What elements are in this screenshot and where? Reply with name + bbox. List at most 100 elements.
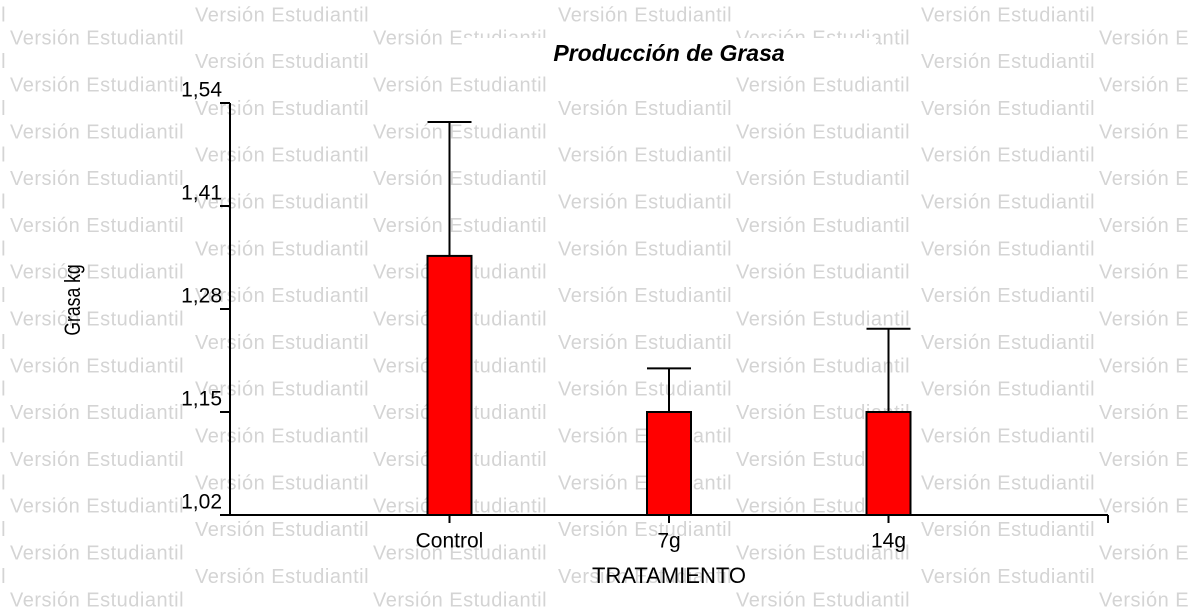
y-tick-label: 1,54 <box>181 79 222 102</box>
watermark-text: Versión Estudiantil <box>736 355 910 377</box>
chart-title: Producción de Grasa <box>553 40 785 66</box>
watermark-text: Versión Estudiantil <box>0 566 6 588</box>
watermark-text: Versión Estudiantil <box>921 285 1095 307</box>
watermark-text: Versión Estudiantil <box>195 519 369 541</box>
watermark-text: Versión Estudiantil <box>558 425 732 447</box>
watermark-text: Versión Estudiantil <box>921 379 1095 401</box>
watermark-text: Versión Estudiantil <box>1099 28 1189 50</box>
watermark-text: Versión Estudiantil <box>921 566 1095 588</box>
watermark-text: Versión Estudiantil <box>558 4 732 26</box>
watermark-text: Versión Estudiantil <box>736 542 910 564</box>
watermark-text: Versión Estudiantil <box>736 74 910 96</box>
watermark-text: Versión Estudiantil <box>1099 262 1189 284</box>
watermark-text: Versión Estudiantil <box>921 519 1095 541</box>
watermark-text: Versión Estudiantil <box>373 121 547 143</box>
y-tick-label: 1,02 <box>181 491 222 514</box>
watermark-text: Versión Estudiantil <box>1099 308 1189 330</box>
watermark-text: Versión Estudiantil <box>195 285 369 307</box>
watermark-text: Versión Estudiantil <box>195 98 369 120</box>
watermark-text: Versión Estudiantil <box>1099 496 1189 518</box>
watermark-text: Versión Estudiantil <box>10 262 184 284</box>
watermark-text: Versión Estudiantil <box>373 74 547 96</box>
watermark-text: Versión Estudiantil <box>736 589 910 607</box>
watermark-text: Versión Estudiantil <box>0 98 6 120</box>
watermark-text: Versión Estudiantil <box>373 168 547 190</box>
watermark-text: Versión Estudiantil <box>921 98 1095 120</box>
watermark-text: Versión Estudiantil <box>195 379 369 401</box>
watermark-text: Versión Estudiantil <box>558 238 732 260</box>
watermark-text: Versión Estudiantil <box>1099 402 1189 424</box>
y-axis-label: Grasa kg <box>61 264 85 335</box>
watermark-text: Versión Estudiantil <box>558 379 732 401</box>
watermark-text: Versión Estudiantil <box>558 519 732 541</box>
watermark-text: Versión Estudiantil <box>10 28 184 50</box>
bar <box>646 411 692 516</box>
watermark-text: Versión Estudiantil <box>1099 121 1189 143</box>
watermark-text: Versión Estudiantil <box>0 4 6 26</box>
watermark-text: Versión Estudiantil <box>1099 542 1189 564</box>
watermark-text: Versión Estudiantil <box>195 472 369 494</box>
bar <box>426 254 473 517</box>
watermark-text: Versión Estudiantil <box>195 238 369 260</box>
x-tick-label: Control <box>416 530 484 553</box>
x-axis-label: TRATAMIENTO <box>592 563 746 588</box>
title-background <box>462 38 876 72</box>
watermark-text: Versión Estudiantil <box>10 308 184 330</box>
watermark-text: Versión Estudiantil <box>195 4 369 26</box>
watermark-text: Versión Estudiantil <box>0 379 6 401</box>
watermark-text: Versión Estudiantil <box>1099 449 1189 471</box>
watermark-text: Versión Estudiantil <box>558 285 732 307</box>
bar <box>865 411 912 516</box>
watermark-text: Versión Estudiantil <box>373 589 547 607</box>
x-tick-label: 14g <box>871 530 906 553</box>
watermark-text: Versión Estudiantil <box>1099 589 1189 607</box>
watermark-text: Versión Estudiantil <box>558 191 732 213</box>
watermark-text: Versión Estudiantil <box>0 51 6 73</box>
watermark-text: Versión Estudiantil <box>736 215 910 237</box>
watermark-text: Versión Estudiantil <box>10 542 184 564</box>
watermark-text: Versión Estudiantil <box>1099 215 1189 237</box>
watermark-text: Versión Estudiantil <box>921 472 1095 494</box>
watermark-text: Versión Estudiantil <box>558 472 732 494</box>
watermark-text: Versión Estudiantil <box>558 98 732 120</box>
watermark-text: Versión Estudiantil <box>195 51 369 73</box>
watermark-text: Versión Estudiantil <box>921 145 1095 167</box>
watermark-text: Versión Estudiantil <box>736 121 910 143</box>
y-tick-label: 1,28 <box>181 285 222 308</box>
watermark-text: Versión Estudiantil <box>10 589 184 607</box>
x-tick-label: 7g <box>657 530 680 553</box>
watermark-text: Versión Estudiantil <box>195 566 369 588</box>
watermark-text: Versión Estudiantil <box>10 121 184 143</box>
watermark-text: Versión Estudiantil <box>195 145 369 167</box>
y-tick-label: 1,41 <box>181 182 222 205</box>
watermark-text: Versión Estudiantil <box>558 145 732 167</box>
watermark-text: Versión Estudiantil <box>0 332 6 354</box>
watermark-text: Versión Estudiantil <box>0 472 6 494</box>
watermark-text: Versión Estudiantil <box>1099 74 1189 96</box>
y-tick-label: 1,15 <box>181 388 222 411</box>
watermark-text: Versión Estudiantil <box>0 519 6 541</box>
watermark-text: Versión Estudiantil <box>921 4 1095 26</box>
watermark-text: Versión Estudiantil <box>195 332 369 354</box>
watermark-text: Versión Estudiantil <box>558 332 732 354</box>
watermark-text: Versión Estudiantil <box>921 425 1095 447</box>
watermark-text: Versión Estudiantil <box>736 168 910 190</box>
watermark-text: Versión Estudiantil <box>10 355 184 377</box>
watermark-text: Versión Estudiantil <box>736 308 910 330</box>
watermark-text: Versión Estudiantil <box>0 191 6 213</box>
watermark-text: Versión Estudiantil <box>10 74 184 96</box>
watermark-text: Versión Estudiantil <box>921 332 1095 354</box>
watermark-text: Versión Estudiantil <box>0 238 6 260</box>
watermark-text: Versión Estudiantil <box>373 542 547 564</box>
watermark-text: Versión Estudiantil <box>736 262 910 284</box>
watermark-text: Versión Estudiantil <box>10 449 184 471</box>
watermark-text: Versión Estudiantil <box>373 215 547 237</box>
watermark-text: Versión Estudiantil <box>1099 355 1189 377</box>
watermark-text: Versión Estudiantil <box>921 238 1095 260</box>
watermark-text: Versión Estudiantil <box>10 402 184 424</box>
watermark-text: Versión Estudiantil <box>0 285 6 307</box>
watermark-text: Versión Estudiantil <box>558 566 732 588</box>
